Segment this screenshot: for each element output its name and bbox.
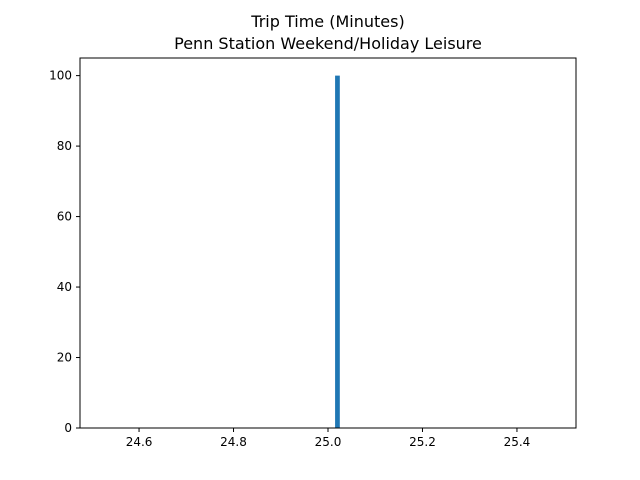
y-tick-label: 20 [57,351,72,365]
y-axis: 0 20 40 60 80 100 [49,69,80,435]
y-tick-label: 40 [57,280,72,294]
y-tick-label: 0 [64,421,72,435]
x-axis: 24.6 24.8 25.0 25.2 25.4 [126,428,531,449]
y-tick-label: 60 [57,210,72,224]
x-tick-label: 24.8 [220,435,247,449]
y-tick-label: 100 [49,69,72,83]
bars-group [335,75,340,428]
x-tick-label: 24.6 [126,435,153,449]
chart-subtitle: Penn Station Weekend/Holiday Leisure [174,34,482,53]
x-tick-label: 25.0 [315,435,342,449]
y-tick-label: 80 [57,139,72,153]
x-tick-label: 25.2 [409,435,436,449]
chart-title: Trip Time (Minutes) [250,12,404,31]
x-tick-label: 25.4 [504,435,531,449]
bar-0 [335,75,340,428]
plot-frame [79,57,577,429]
